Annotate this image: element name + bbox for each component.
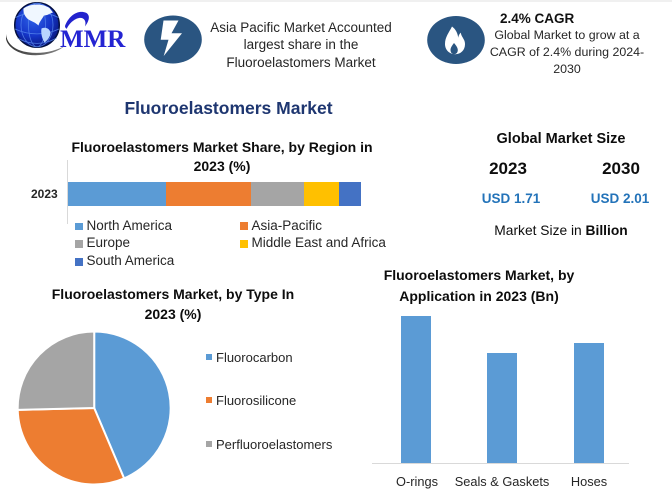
svg-text:MMR: MMR <box>60 26 126 53</box>
